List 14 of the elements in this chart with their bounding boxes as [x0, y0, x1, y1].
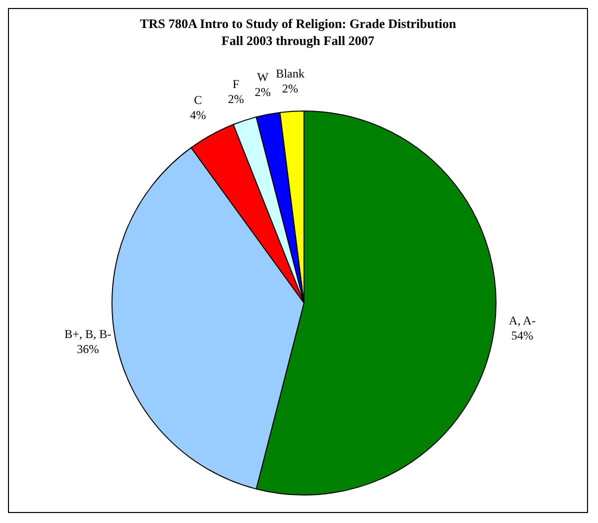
slice-label: W [257, 70, 270, 84]
data-label: 54% [511, 328, 534, 343]
slice-label: Blank [276, 66, 305, 80]
slice-label: F [232, 76, 240, 91]
data-label: 2% [282, 81, 298, 96]
data-label: 36% [76, 342, 99, 356]
data-label: 2% [254, 84, 271, 99]
slice-label: A, A- [508, 314, 536, 328]
slice-label: C [194, 93, 202, 108]
slice-label: B+, B, B- [64, 327, 112, 342]
chart-subtitle: Fall 2003 through Fall 2007 [220, 32, 376, 49]
data-label: 4% [190, 108, 206, 122]
data-label: 2% [228, 92, 244, 106]
chart-title: TRS 780A Intro to Study of Religion: Grade Distribution [138, 15, 458, 32]
